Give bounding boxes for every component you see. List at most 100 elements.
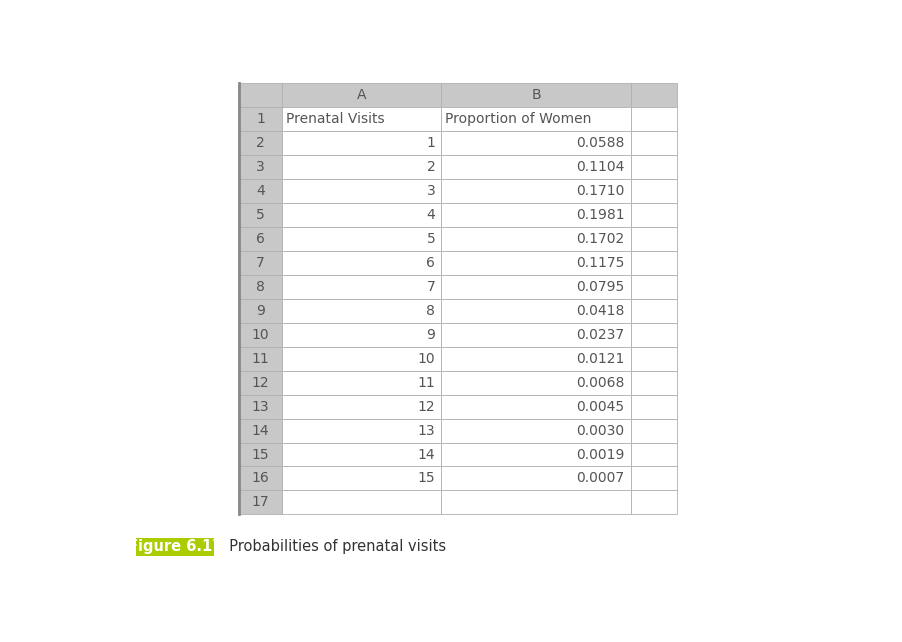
Bar bbox=[281, 490, 441, 514]
Bar bbox=[281, 131, 441, 155]
Bar bbox=[441, 131, 630, 155]
Bar bbox=[441, 467, 630, 490]
Text: 13: 13 bbox=[418, 424, 435, 438]
Bar bbox=[281, 395, 441, 419]
Text: 13: 13 bbox=[252, 399, 269, 413]
Text: 0.0045: 0.0045 bbox=[575, 399, 623, 413]
Text: 14: 14 bbox=[418, 447, 435, 462]
Text: 15: 15 bbox=[252, 447, 269, 462]
Bar bbox=[281, 179, 441, 203]
Bar bbox=[239, 395, 281, 419]
Text: 0.0019: 0.0019 bbox=[575, 447, 623, 462]
Bar bbox=[281, 227, 441, 251]
Bar bbox=[441, 299, 630, 323]
Bar bbox=[630, 227, 676, 251]
Bar bbox=[281, 251, 441, 275]
Text: 17: 17 bbox=[252, 496, 269, 509]
Text: 0.0030: 0.0030 bbox=[575, 424, 623, 438]
Bar bbox=[239, 275, 281, 299]
Text: 7: 7 bbox=[256, 256, 264, 270]
Bar bbox=[281, 107, 441, 131]
Text: 0.0068: 0.0068 bbox=[575, 376, 623, 390]
Bar bbox=[441, 323, 630, 347]
Bar bbox=[441, 490, 630, 514]
Text: 1: 1 bbox=[256, 112, 264, 126]
Text: 0.0121: 0.0121 bbox=[575, 352, 623, 366]
Text: 0.1175: 0.1175 bbox=[575, 256, 623, 270]
Bar bbox=[441, 370, 630, 395]
Bar bbox=[239, 251, 281, 275]
Bar bbox=[239, 131, 281, 155]
Text: Prenatal Visits: Prenatal Visits bbox=[285, 112, 384, 126]
Bar bbox=[239, 227, 281, 251]
Bar bbox=[281, 83, 441, 107]
Bar bbox=[281, 275, 441, 299]
Bar bbox=[239, 467, 281, 490]
Bar bbox=[630, 442, 676, 467]
Text: 10: 10 bbox=[252, 327, 269, 342]
Bar bbox=[239, 323, 281, 347]
Bar bbox=[630, 467, 676, 490]
Text: 0.0237: 0.0237 bbox=[575, 327, 623, 342]
Text: 0.0795: 0.0795 bbox=[575, 280, 623, 294]
Text: 4: 4 bbox=[256, 184, 264, 198]
Bar bbox=[239, 370, 281, 395]
Bar bbox=[441, 442, 630, 467]
Text: 3: 3 bbox=[256, 160, 264, 174]
Bar bbox=[239, 419, 281, 442]
Bar bbox=[441, 251, 630, 275]
Text: 9: 9 bbox=[426, 327, 435, 342]
Text: Probabilities of prenatal visits: Probabilities of prenatal visits bbox=[219, 539, 446, 554]
Text: 6: 6 bbox=[426, 256, 435, 270]
Bar bbox=[239, 299, 281, 323]
Bar bbox=[441, 419, 630, 442]
Bar bbox=[136, 537, 214, 556]
Text: 15: 15 bbox=[418, 471, 435, 485]
Text: A: A bbox=[356, 88, 366, 102]
Bar bbox=[239, 179, 281, 203]
Text: 6: 6 bbox=[256, 232, 264, 246]
Text: 0.1702: 0.1702 bbox=[575, 232, 623, 246]
Bar bbox=[281, 419, 441, 442]
Text: 9: 9 bbox=[256, 304, 264, 318]
Bar bbox=[281, 155, 441, 179]
Bar bbox=[239, 490, 281, 514]
Bar bbox=[281, 299, 441, 323]
Bar bbox=[239, 442, 281, 467]
Text: 7: 7 bbox=[426, 280, 435, 294]
Bar bbox=[630, 275, 676, 299]
Text: 0.1710: 0.1710 bbox=[575, 184, 623, 198]
Bar bbox=[630, 203, 676, 227]
Text: 0.1981: 0.1981 bbox=[575, 208, 623, 222]
Bar bbox=[630, 251, 676, 275]
Bar bbox=[441, 275, 630, 299]
Text: 0.0418: 0.0418 bbox=[575, 304, 623, 318]
Bar bbox=[630, 347, 676, 370]
Text: 4: 4 bbox=[426, 208, 435, 222]
Text: 11: 11 bbox=[417, 376, 435, 390]
Bar bbox=[441, 179, 630, 203]
Bar bbox=[281, 467, 441, 490]
Bar bbox=[281, 442, 441, 467]
Text: 3: 3 bbox=[426, 184, 435, 198]
Bar bbox=[239, 155, 281, 179]
Bar bbox=[239, 203, 281, 227]
Bar bbox=[630, 179, 676, 203]
Text: 2: 2 bbox=[256, 136, 264, 150]
Bar bbox=[239, 83, 281, 107]
Bar bbox=[281, 370, 441, 395]
Text: 5: 5 bbox=[426, 232, 435, 246]
Bar bbox=[630, 490, 676, 514]
Bar bbox=[630, 155, 676, 179]
Text: 14: 14 bbox=[252, 424, 269, 438]
Text: B: B bbox=[530, 88, 540, 102]
Text: 8: 8 bbox=[256, 280, 264, 294]
Bar bbox=[441, 83, 630, 107]
Bar bbox=[281, 323, 441, 347]
Text: 12: 12 bbox=[418, 399, 435, 413]
Text: Proportion of Women: Proportion of Women bbox=[445, 112, 591, 126]
Bar bbox=[630, 299, 676, 323]
Text: 0.1104: 0.1104 bbox=[575, 160, 623, 174]
Bar bbox=[630, 83, 676, 107]
Bar bbox=[441, 395, 630, 419]
